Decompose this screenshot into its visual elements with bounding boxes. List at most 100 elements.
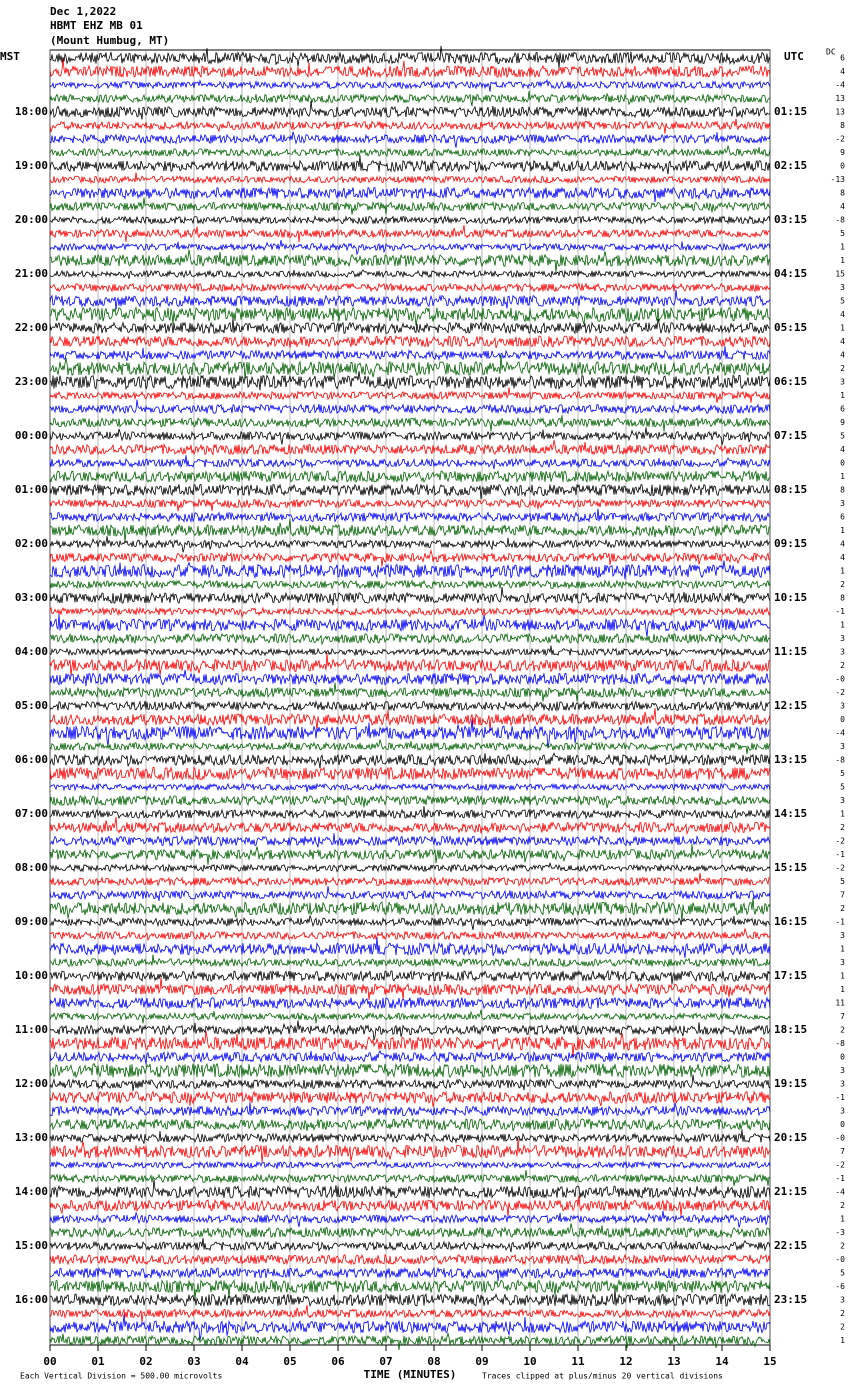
dc-offset: 7 bbox=[840, 1012, 845, 1021]
x-tick-label: 04 bbox=[235, 1355, 249, 1368]
trace bbox=[49, 1304, 771, 1323]
trace bbox=[49, 1074, 771, 1092]
utc-label: 22:15 bbox=[774, 1239, 807, 1252]
trace bbox=[49, 415, 771, 432]
mst-label: 10:00 bbox=[15, 969, 48, 982]
trace bbox=[49, 816, 771, 836]
trace bbox=[49, 90, 771, 107]
trace bbox=[49, 197, 771, 215]
x-tick-label: 12 bbox=[619, 1355, 632, 1368]
x-tick-label: 14 bbox=[715, 1355, 729, 1368]
x-tick-label: 06 bbox=[331, 1355, 345, 1368]
trace bbox=[49, 969, 771, 985]
dc-offset: 1 bbox=[840, 324, 845, 333]
dc-offset: 15 bbox=[835, 270, 845, 279]
dc-offset: 2 bbox=[840, 364, 845, 373]
dc-offset: 2 bbox=[840, 823, 845, 832]
trace bbox=[49, 1288, 771, 1308]
trace bbox=[49, 1020, 771, 1041]
dc-offset: 1 bbox=[840, 621, 845, 630]
utc-label: 05:15 bbox=[774, 321, 807, 334]
dc-offset: 1 bbox=[840, 391, 845, 400]
trace bbox=[49, 145, 771, 158]
trace bbox=[49, 954, 771, 968]
dc-offset: 2 bbox=[840, 580, 845, 589]
trace bbox=[49, 1266, 771, 1282]
mst-label: 12:00 bbox=[15, 1077, 48, 1090]
trace bbox=[49, 1102, 771, 1118]
utc-label: 17:15 bbox=[774, 969, 807, 982]
dc-offset: 1 bbox=[840, 945, 845, 954]
trace bbox=[49, 782, 771, 793]
mst-label: 01:00 bbox=[15, 483, 48, 496]
dc-offset: -0 bbox=[835, 675, 845, 684]
dc-offset: 3 bbox=[840, 1066, 845, 1075]
dc-offset: -4 bbox=[835, 729, 845, 738]
trace bbox=[49, 427, 771, 446]
dc-offset: -1 bbox=[835, 1093, 845, 1102]
x-tick-label: 11 bbox=[571, 1355, 585, 1368]
trace bbox=[49, 45, 771, 69]
dc-offset: 1 bbox=[840, 1336, 845, 1345]
dc-offset: 8 bbox=[840, 121, 845, 130]
dc-offset: 0 bbox=[840, 1053, 845, 1062]
dc-offset: 3 bbox=[840, 378, 845, 387]
dc-offset: 5 bbox=[840, 769, 845, 778]
dc-offset: 4 bbox=[840, 337, 845, 346]
trace bbox=[49, 118, 771, 134]
mst-label: 23:00 bbox=[15, 375, 48, 388]
trace bbox=[49, 1090, 771, 1107]
trace bbox=[49, 937, 771, 958]
dc-offset: -4 bbox=[835, 1188, 845, 1197]
trace bbox=[49, 1117, 771, 1132]
utc-label: 07:15 bbox=[774, 429, 807, 442]
trace bbox=[49, 1129, 771, 1144]
dc-offset: 4 bbox=[840, 553, 845, 562]
trace bbox=[49, 536, 771, 553]
dc-offset: 9 bbox=[840, 418, 845, 427]
dc-offset: 13 bbox=[835, 108, 845, 117]
title-line: (Mount Humbug, MT) bbox=[50, 34, 169, 47]
dc-offset: -1 bbox=[835, 1174, 845, 1183]
dc-offset: -2 bbox=[835, 837, 845, 846]
trace bbox=[49, 306, 771, 326]
dc-offset: -13 bbox=[831, 175, 846, 184]
utc-label: 16:15 bbox=[774, 915, 807, 928]
dc-offset: 3 bbox=[840, 931, 845, 940]
x-tick-label: 13 bbox=[667, 1355, 680, 1368]
dc-offset: 6 bbox=[840, 54, 845, 63]
utc-label: 01:15 bbox=[774, 105, 807, 118]
dc-offset: 9 bbox=[840, 148, 845, 157]
trace bbox=[49, 579, 771, 590]
utc-label: 13:15 bbox=[774, 753, 807, 766]
dc-offset: 1 bbox=[840, 567, 845, 576]
dc-offset: 5 bbox=[840, 229, 845, 238]
trace bbox=[49, 833, 771, 848]
utc-label: 06:15 bbox=[774, 375, 807, 388]
trace bbox=[49, 1253, 771, 1266]
dc-offset: 8 bbox=[840, 189, 845, 198]
dc-offset: 0 bbox=[840, 459, 845, 468]
trace bbox=[49, 289, 771, 310]
mst-label: 05:00 bbox=[15, 699, 48, 712]
dc-offset: 5 bbox=[840, 432, 845, 441]
dc-offset: 2 bbox=[840, 1026, 845, 1035]
trace bbox=[49, 354, 771, 381]
dc-offset: 7 bbox=[840, 891, 845, 900]
trace bbox=[49, 794, 771, 809]
trace bbox=[49, 469, 771, 484]
trace bbox=[49, 317, 771, 335]
trace bbox=[49, 1223, 771, 1239]
utc-label: 03:15 bbox=[774, 213, 807, 226]
utc-label: 14:15 bbox=[774, 807, 807, 820]
dc-offset: 6 bbox=[840, 513, 845, 522]
dc-offset: 3 bbox=[840, 648, 845, 657]
dc-offset: 3 bbox=[840, 796, 845, 805]
trace bbox=[49, 886, 771, 901]
dc-offset: 1 bbox=[840, 1215, 845, 1224]
mst-label: 15:00 bbox=[15, 1239, 48, 1252]
dc-offset: 1 bbox=[840, 526, 845, 535]
trace bbox=[49, 844, 771, 865]
dc-offset: 2 bbox=[840, 1201, 845, 1210]
dc-offset: 0 bbox=[840, 715, 845, 724]
